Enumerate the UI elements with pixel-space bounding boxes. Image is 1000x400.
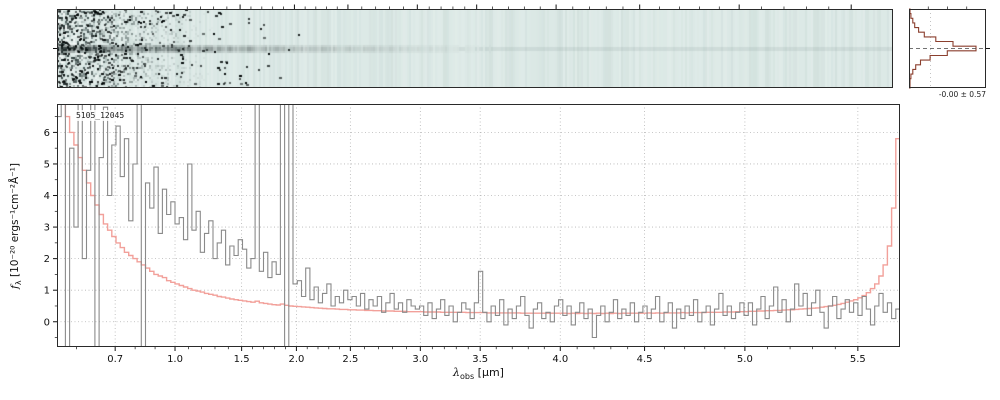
x-tick-label: 2.5 [342,354,358,365]
x-tick-label: 3.0 [412,354,428,365]
histogram-stats-label: -0.00 ± 0.57 [938,90,986,99]
2d-spectrum-image [57,9,893,88]
y-axis-label: fλ [10⁻²⁰ ergs⁻¹cm⁻²Å⁻¹] [9,163,23,289]
y-tick-label: 4 [44,191,50,202]
y-tick-label: 5 [44,159,50,170]
gridlines [57,104,900,347]
x-tick-label: 0.7 [107,354,123,365]
main-axes: 0.7 1.0 1.5 2.0 2.5 3.0 3.5 4.0 4.5 5.0 5.5 0 1 2 3 4 5 6 [44,104,900,365]
x-tick-label: 1.5 [234,354,250,365]
pixel-histogram [909,6,990,89]
x-tick-label: 4.5 [637,354,653,365]
object-id-label: 5105_12045 [72,110,129,121]
x-tick-label: 3.5 [472,354,488,365]
x-tick-label: 2.0 [288,354,304,365]
uncertainty-line [64,104,900,315]
x-tick-label: 1.0 [167,354,183,365]
x-axis-label-sub: obs [460,372,475,382]
x-axis-label-units: [μm] [474,366,504,379]
y-tick-label: 2 [44,254,50,265]
y-axis-label-units: [10⁻²⁰ ergs⁻¹cm⁻²Å⁻¹] [8,163,21,281]
histogram-outline [909,8,977,89]
x-tick-label: 4.0 [552,354,568,365]
y-tick-label: 6 [44,128,50,139]
x-tick-label: 5.5 [850,354,866,365]
x-axis-label: λobs [μm] [57,366,900,381]
x-tick-label: 5.0 [737,354,753,365]
y-tick-label: 3 [44,223,50,234]
y-tick-label: 1 [44,286,50,297]
y-tick-label: 0 [44,317,50,328]
x-axis-label-symbol: λ [453,366,461,379]
y-axis-label-symbol: f [8,285,21,289]
y-axis-label-sub: λ [14,280,24,286]
